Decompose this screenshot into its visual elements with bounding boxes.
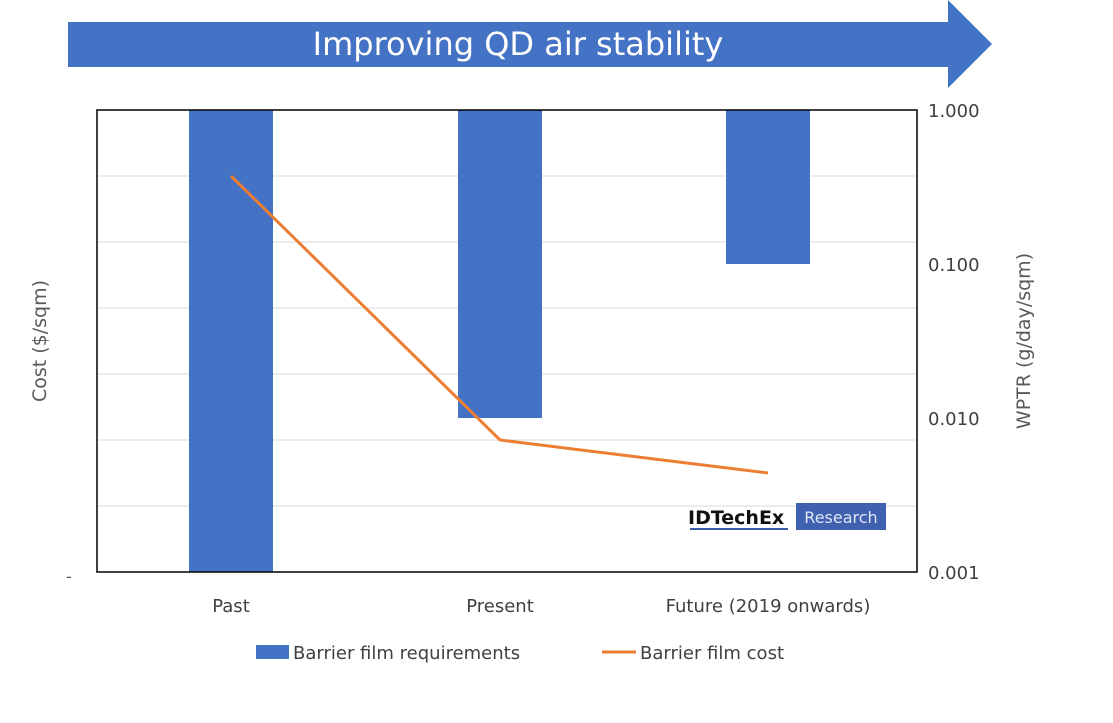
bar-0 <box>189 110 273 572</box>
cost-line <box>229 174 769 475</box>
banner-arrow-shape <box>68 0 992 88</box>
right-tick-label: 0.100 <box>928 255 980 276</box>
right-tick-label: 1.000 <box>928 101 980 122</box>
banner-arrow: Improving QD air stability <box>68 0 992 88</box>
plot-frame <box>96 109 918 573</box>
logo-tag-bg <box>796 503 886 530</box>
legend-bar-swatch <box>256 645 289 659</box>
x-tick-label: Future (2019 onwards) <box>666 596 871 617</box>
legend-bar-label: Barrier film requirements <box>293 643 520 664</box>
banner-title: Improving QD air stability <box>313 25 724 63</box>
logo-brand: IDTechEx <box>688 507 784 529</box>
right-tick-label: 0.010 <box>928 409 980 430</box>
x-tick-label: Present <box>466 596 534 617</box>
logo: IDTechEx Research <box>688 503 886 530</box>
legend-line-label: Barrier film cost <box>640 643 784 664</box>
x-tick-label: Past <box>212 596 250 617</box>
left-tick-label: - <box>66 567 72 586</box>
right-axis-label: WPTR (g/day/sqm) <box>1013 253 1035 429</box>
right-tick-label: 0.001 <box>928 563 980 584</box>
bar-2 <box>726 110 810 264</box>
legend: Barrier film requirements Barrier film c… <box>256 643 784 664</box>
logo-tag: Research <box>804 508 877 527</box>
bar-1 <box>458 110 542 418</box>
left-axis-label: Cost ($/sqm) <box>29 280 51 402</box>
